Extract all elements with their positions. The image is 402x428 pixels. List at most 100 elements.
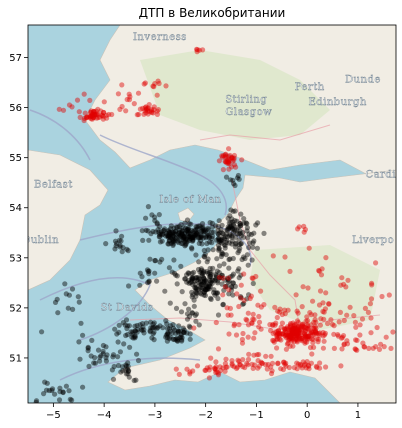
map-place-label: Glasgow [225, 107, 272, 118]
data-point [221, 287, 227, 293]
data-point [223, 283, 229, 290]
data-point [33, 398, 40, 403]
data-point [140, 237, 146, 243]
data-point [137, 282, 143, 288]
data-point [199, 267, 205, 273]
data-point [264, 366, 270, 372]
data-point [198, 237, 204, 244]
data-point [289, 330, 295, 336]
data-point [312, 316, 318, 323]
data-point [258, 326, 264, 332]
data-point [87, 97, 93, 103]
data-point [239, 340, 246, 346]
data-point [250, 280, 256, 287]
data-point [141, 111, 147, 117]
data-point [192, 278, 198, 284]
data-point [182, 243, 188, 249]
data-point [265, 361, 271, 368]
data-point [220, 234, 226, 241]
data-point [213, 223, 219, 229]
data-point [148, 325, 154, 331]
data-point [287, 333, 293, 339]
data-point [386, 292, 392, 298]
data-point [179, 227, 185, 233]
data-point [164, 321, 170, 327]
data-point [234, 291, 240, 297]
data-point [290, 325, 296, 331]
data-point [226, 291, 232, 297]
data-point [127, 94, 133, 100]
data-point [236, 266, 242, 272]
data-point [283, 346, 289, 352]
data-point [49, 387, 55, 394]
data-point [203, 283, 209, 290]
data-point [294, 329, 300, 335]
data-point [197, 234, 203, 240]
x-tick-label: −2 [198, 410, 213, 421]
data-point [228, 225, 234, 231]
data-point [170, 322, 176, 328]
data-point [288, 331, 295, 337]
data-point [116, 237, 122, 243]
data-point [236, 358, 242, 365]
data-point [287, 343, 293, 349]
data-point [241, 216, 247, 222]
data-point [331, 323, 337, 329]
data-point [240, 364, 246, 370]
data-point [310, 332, 316, 338]
data-point [287, 324, 293, 330]
data-point [157, 259, 163, 265]
data-point [289, 332, 295, 338]
data-point [198, 266, 204, 272]
data-point [235, 250, 241, 256]
data-point [206, 282, 212, 288]
data-point [210, 247, 216, 253]
data-point [306, 333, 312, 339]
data-point [295, 226, 301, 232]
data-point [179, 232, 185, 238]
map-place-label: Dunde [345, 75, 381, 86]
data-point [229, 233, 235, 239]
data-point [237, 221, 243, 227]
data-point [231, 157, 237, 163]
data-point [305, 333, 311, 339]
data-point [171, 236, 177, 242]
data-point [226, 278, 232, 284]
data-point [149, 212, 155, 218]
data-point [147, 329, 153, 335]
data-point [132, 323, 138, 329]
data-point [263, 353, 269, 359]
data-point [250, 244, 256, 250]
data-point [126, 374, 132, 380]
data-point [88, 113, 94, 119]
data-point [231, 223, 237, 229]
data-point [131, 101, 137, 107]
data-point [253, 273, 259, 280]
data-point [225, 279, 231, 285]
data-point [246, 292, 252, 298]
data-point [318, 316, 324, 322]
data-point [178, 240, 184, 246]
data-point [152, 218, 158, 224]
data-point [171, 231, 177, 237]
data-point [115, 362, 122, 369]
data-point [190, 368, 196, 374]
data-point [309, 336, 315, 342]
data-point [315, 339, 321, 345]
data-point [344, 341, 351, 347]
data-point [191, 234, 197, 240]
data-point [99, 112, 105, 119]
data-point [126, 323, 132, 329]
data-point [185, 226, 191, 232]
data-point [208, 296, 214, 302]
data-point [66, 292, 72, 298]
data-point [147, 109, 153, 115]
data-point [295, 331, 301, 337]
data-point [227, 213, 233, 219]
data-point [151, 337, 157, 343]
data-point [236, 176, 242, 182]
data-point [74, 97, 81, 103]
data-point [311, 319, 317, 325]
data-point [296, 333, 302, 339]
data-point [304, 339, 310, 345]
